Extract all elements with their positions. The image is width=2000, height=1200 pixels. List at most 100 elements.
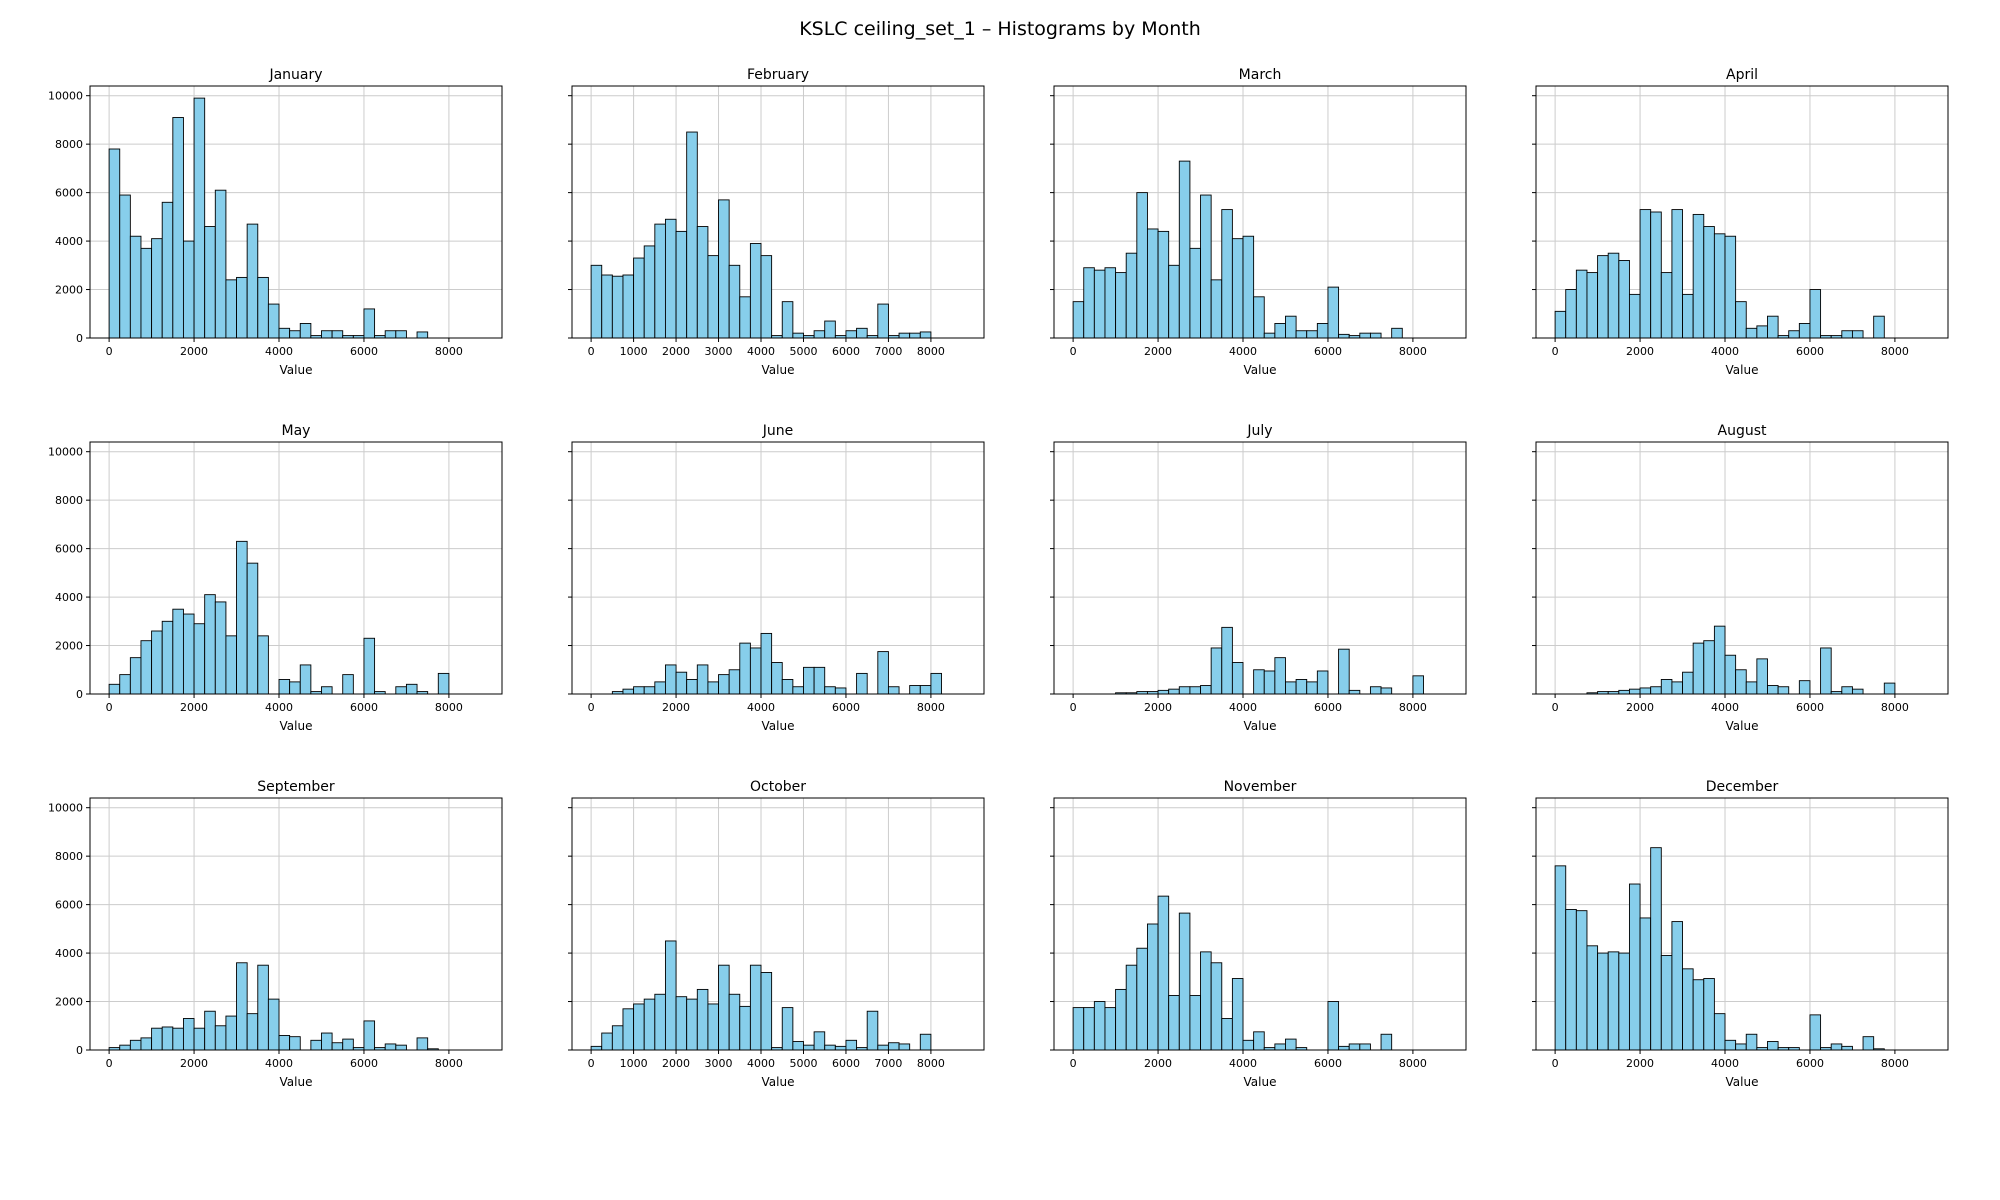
histogram-bar xyxy=(1650,847,1662,1051)
x-tick-label: 3000 xyxy=(705,345,733,358)
histogram-bar xyxy=(1083,1007,1095,1051)
histogram-bar xyxy=(1253,1031,1265,1051)
histogram-bar xyxy=(1157,895,1170,1051)
x-tick-label: 8000 xyxy=(435,345,463,358)
plot-border xyxy=(89,797,503,1051)
histogram-bar xyxy=(919,1033,932,1051)
x-tick-label: 8000 xyxy=(1399,1057,1427,1070)
subplot-january: 0 2000 4000 6000 8000 0 2000 4000 6000 8000 10000 J… xyxy=(38,66,516,416)
x-tick-label: 2000 xyxy=(662,1057,690,1070)
subplot-title: December xyxy=(1706,779,1779,795)
x-tick-label: 2000 xyxy=(662,345,690,358)
histogram-bar xyxy=(1713,233,1726,339)
histogram-bar xyxy=(331,330,344,339)
histogram-bar xyxy=(813,330,826,339)
histogram-bar xyxy=(1841,330,1853,339)
subplot-title: November xyxy=(1224,779,1297,795)
histogram-bar xyxy=(289,681,301,695)
y-axis: 0 2000 4000 6000 8000 10000 xyxy=(48,802,90,1057)
subplot-title: March xyxy=(1239,67,1282,83)
x-axis: 0 2000 4000 6000 8000 xyxy=(1552,1050,1909,1070)
histogram-bar xyxy=(1639,917,1652,1051)
x-tick-label: 8000 xyxy=(1399,701,1427,714)
subplot-october: 0 1000 2000 3000 4000 5000 6000 7000 8000 October… xyxy=(520,778,998,1128)
histogram-bar xyxy=(1369,686,1382,695)
histogram-bar xyxy=(633,686,645,695)
histogram-bar xyxy=(236,540,248,695)
x-axis-label: Value xyxy=(280,1075,313,1089)
histogram-bar xyxy=(781,301,794,339)
histogram-bar xyxy=(792,686,804,695)
histogram-bar xyxy=(257,635,269,695)
y-axis xyxy=(1532,95,1536,339)
histogram-bar xyxy=(1575,910,1588,1051)
histogram-bar xyxy=(1809,289,1822,339)
histogram-bar xyxy=(140,247,153,339)
histogram-bar xyxy=(1554,310,1567,339)
histogram-bar xyxy=(1168,995,1180,1051)
histogram-bar xyxy=(1104,1007,1117,1051)
histogram-bar xyxy=(1735,669,1747,695)
histogram-bar xyxy=(611,1025,624,1051)
histogram-bar xyxy=(824,1044,836,1051)
y-axis: 0 2000 4000 6000 8000 10000 xyxy=(48,446,90,701)
x-tick-label: 0 xyxy=(1070,345,1077,358)
histogram-bar xyxy=(1274,323,1286,339)
histogram-bar xyxy=(140,640,153,695)
histogram-bar xyxy=(1200,685,1212,695)
histogram-bar xyxy=(1263,670,1276,695)
histogram-bar xyxy=(321,330,333,339)
y-axis xyxy=(1050,95,1054,339)
histogram-bar xyxy=(1682,968,1694,1051)
histogram-bar xyxy=(739,1005,751,1051)
histogram-bar xyxy=(686,131,698,339)
histogram-bar xyxy=(1157,230,1170,339)
x-tick-label: 6000 xyxy=(1314,701,1342,714)
histogram-bar xyxy=(1338,333,1350,339)
histogram-bar xyxy=(1306,330,1318,339)
histogram-bar xyxy=(1072,1007,1085,1051)
histogram-bar xyxy=(622,1008,635,1051)
histogram-bar xyxy=(739,296,751,339)
x-tick-label: 4000 xyxy=(265,345,293,358)
histogram-bar xyxy=(342,1038,354,1051)
y-tick-label: 6000 xyxy=(55,899,83,912)
x-tick-label: 6000 xyxy=(832,701,860,714)
x-tick-label: 8000 xyxy=(1881,345,1909,358)
histogram-february: 0 1000 2000 3000 4000 5000 6000 7000 8000 Februar… xyxy=(568,67,985,377)
subplot-title: August xyxy=(1718,423,1768,439)
histogram-bar xyxy=(813,1031,826,1051)
histogram-bar xyxy=(696,226,709,339)
histogram-bar xyxy=(363,637,376,695)
histogram-bar xyxy=(919,685,932,695)
subplot-title: October xyxy=(750,779,806,795)
histogram-january: 0 2000 4000 6000 8000 0 2000 4000 6000 8000 10000 J… xyxy=(48,67,503,377)
y-tick-label: 0 xyxy=(76,1044,83,1057)
histogram-bar xyxy=(1253,669,1265,695)
histogram-bar xyxy=(236,962,248,1051)
y-tick-label: 2000 xyxy=(55,996,83,1009)
histogram-bar xyxy=(1221,626,1233,695)
subplot-title: June xyxy=(762,423,794,439)
x-tick-label: 4000 xyxy=(265,1057,293,1070)
x-axis-label: Value xyxy=(1726,363,1759,377)
histogram-bar xyxy=(119,194,131,339)
x-tick-label: 8000 xyxy=(917,1057,945,1070)
plot-border xyxy=(1053,441,1467,695)
x-axis-label: Value xyxy=(1244,363,1277,377)
x-tick-label: 2000 xyxy=(1626,1057,1654,1070)
x-axis: 0 2000 4000 6000 8000 xyxy=(1552,694,1909,714)
subplot-march: 0 2000 4000 6000 8000 March Value xyxy=(1002,66,1480,416)
histogram-bar xyxy=(718,964,730,1051)
histogram-bar xyxy=(749,647,762,695)
x-tick-label: 6000 xyxy=(832,345,860,358)
histogram-bar xyxy=(654,993,666,1051)
histogram-bar xyxy=(813,666,826,695)
x-tick-label: 2000 xyxy=(1626,701,1654,714)
histogram-bar xyxy=(310,1039,322,1051)
histogram-bar xyxy=(1316,323,1329,339)
x-tick-label: 6000 xyxy=(1796,1057,1824,1070)
x-tick-label: 1000 xyxy=(620,1057,648,1070)
histogram-bar xyxy=(1189,247,1201,339)
histogram-bar xyxy=(1628,293,1641,339)
